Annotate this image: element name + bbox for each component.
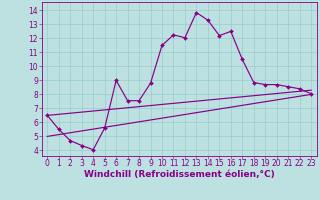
X-axis label: Windchill (Refroidissement éolien,°C): Windchill (Refroidissement éolien,°C)	[84, 170, 275, 179]
